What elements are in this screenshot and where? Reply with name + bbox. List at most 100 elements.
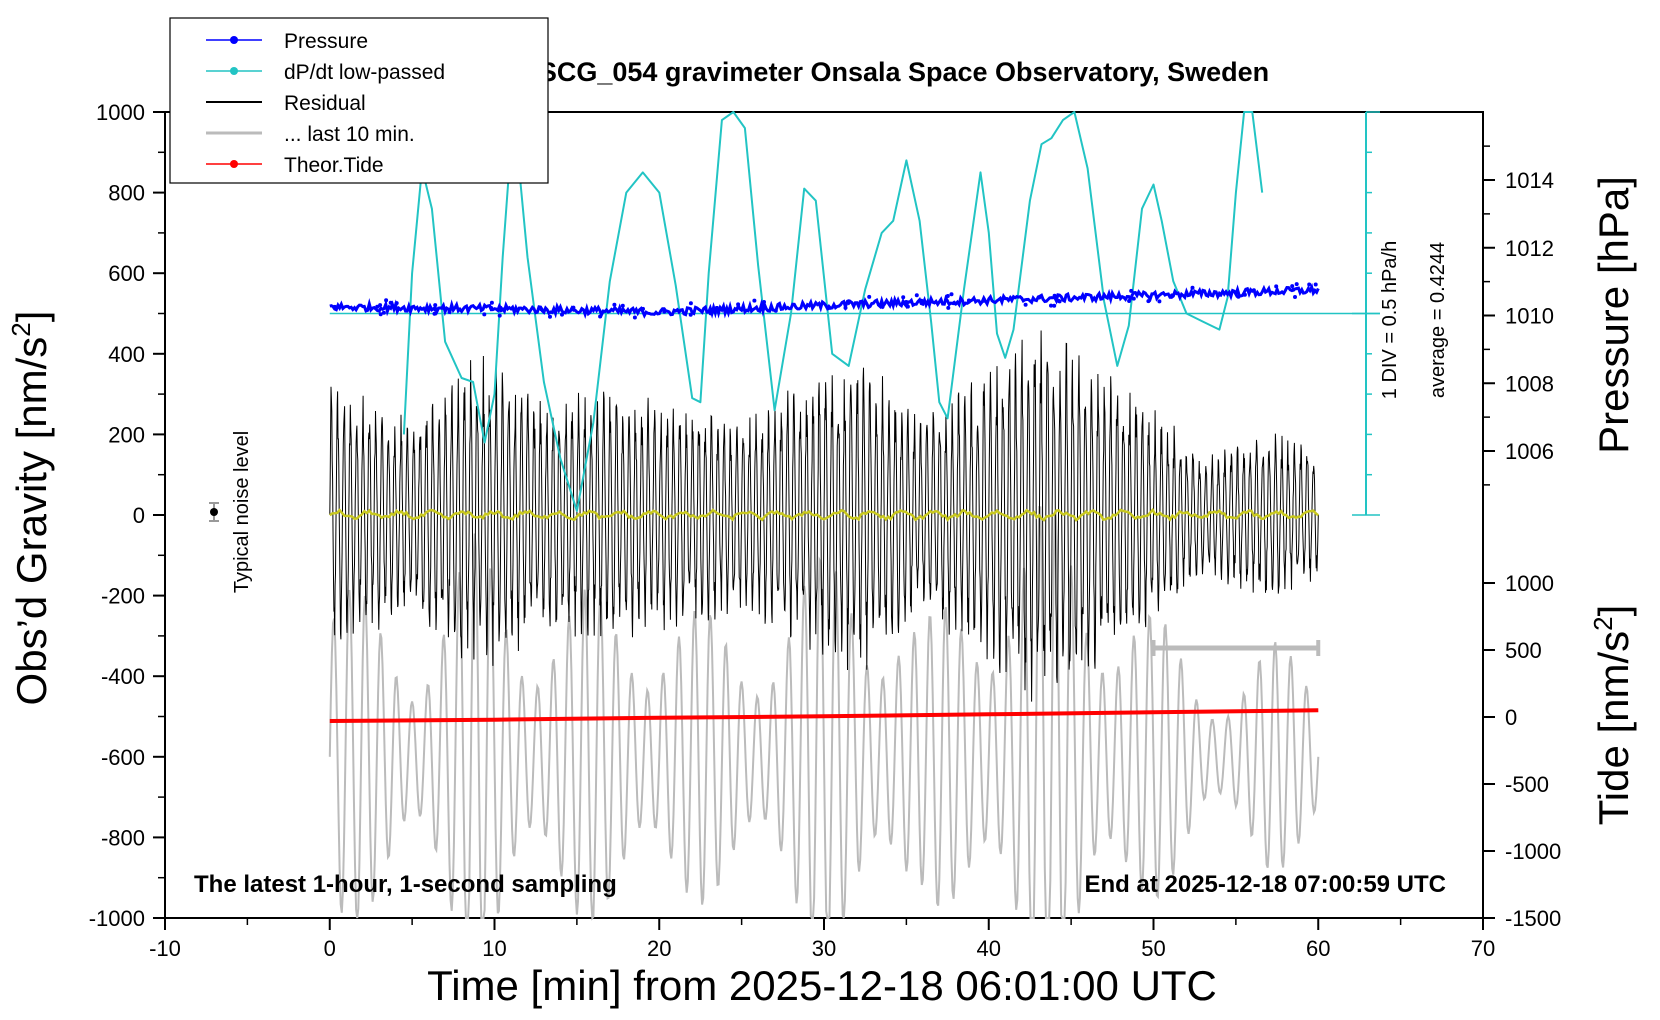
legend-label: ... last 10 min. xyxy=(284,123,415,146)
x-tick-label: 70 xyxy=(1471,936,1495,961)
pressure-tick-label: 1012 xyxy=(1505,236,1554,261)
pressure-point xyxy=(952,301,957,306)
pressure-point xyxy=(752,298,757,303)
legend-item-dpdt: dP/dt low-passed xyxy=(206,61,445,84)
pressure-point xyxy=(945,294,950,298)
y-tick-label: 600 xyxy=(108,261,145,286)
legend-label: Pressure xyxy=(284,30,368,53)
y-tick-label: 400 xyxy=(108,342,145,367)
pressure-point xyxy=(560,312,564,317)
pressure-point xyxy=(1131,296,1136,301)
pressure-point xyxy=(1052,293,1057,298)
pressure-point xyxy=(1307,282,1312,287)
pressure-point xyxy=(736,302,741,307)
chart-title: SCG_054 gravimeter Onsala Space Observat… xyxy=(539,57,1269,87)
y-tick-label: -600 xyxy=(101,745,145,770)
tide-axis-label: Tide [nm/s2] xyxy=(1588,605,1637,826)
pressure-point xyxy=(1129,288,1134,293)
y-axis-ticks: 1000 800 600 400 200 0 -200 -400 -600 -800 -1000 xyxy=(89,100,165,931)
pressure-point xyxy=(843,305,848,310)
legend: Pressure dP/dt low-passed Residual ... l… xyxy=(169,17,549,184)
x-tick-label: 60 xyxy=(1306,936,1330,961)
smoothed-residual-line xyxy=(329,507,1320,522)
pressure-point xyxy=(375,304,380,309)
pressure-point xyxy=(867,294,872,299)
grey-trace-line xyxy=(328,506,1320,921)
pressure-point xyxy=(688,301,693,306)
y-tick-label: -400 xyxy=(101,664,145,689)
pressure-point xyxy=(946,305,951,310)
y-axis-label: Obs’d Gravity [nm/s2] xyxy=(6,311,55,706)
div-scale-label: 1 DIV = 0.5 hPa/h xyxy=(1379,241,1401,399)
tide-tick-label: -500 xyxy=(1505,772,1549,797)
pressure-point xyxy=(919,298,924,303)
pressure-axis-label: Pressure [hPa] xyxy=(1590,176,1637,454)
pressure-axis-ticks: 1014 1012 1010 1008 1006 xyxy=(1483,145,1554,486)
series-layer xyxy=(328,111,1321,921)
pressure-tick-label: 1006 xyxy=(1505,439,1554,464)
pressure-point xyxy=(1052,303,1057,308)
pressure-point xyxy=(612,302,617,307)
pressure-tick-label: 1008 xyxy=(1505,371,1554,396)
pressure-point xyxy=(1023,302,1028,307)
pressure-tick-label: 1010 xyxy=(1505,304,1554,329)
pressure-point xyxy=(332,304,337,309)
legend-item-pressure: Pressure xyxy=(206,30,368,53)
tide-tick-label: 1000 xyxy=(1505,571,1554,596)
pressure-point xyxy=(905,304,910,309)
pressure-point xyxy=(708,311,713,316)
pressure-point xyxy=(378,303,383,308)
pressure-point xyxy=(378,312,383,317)
pressure-point xyxy=(688,312,693,317)
legend-label: Theor.Tide xyxy=(284,154,384,177)
tide-tick-label: -1500 xyxy=(1505,906,1561,931)
pressure-point xyxy=(447,310,452,314)
pressure-point xyxy=(846,299,851,304)
legend-item-residual: Residual xyxy=(206,92,366,115)
pressure-point xyxy=(762,300,766,304)
sampling-note: The latest 1-hour, 1-second sampling xyxy=(194,871,617,898)
pressure-point xyxy=(381,310,386,315)
pressure-point xyxy=(489,300,494,305)
x-tick-label: 30 xyxy=(812,936,836,961)
pressure-point xyxy=(432,311,437,316)
x-axis-label: Time [min] from 2025-12-18 06:01:00 UTC xyxy=(427,962,1217,1009)
pressure-point xyxy=(1146,299,1151,304)
pressure-tick-label: 1014 xyxy=(1505,168,1554,193)
pressure-line xyxy=(329,282,1320,320)
tide-axis-ticks: 1000 500 0 -500 -1000 -1500 xyxy=(1483,571,1561,931)
pressure-point xyxy=(966,298,971,303)
pressure-point xyxy=(662,309,667,314)
pressure-point xyxy=(497,313,502,318)
pressure-point xyxy=(539,307,544,312)
pressure-point xyxy=(1242,292,1247,297)
legend-label: Residual xyxy=(284,92,366,115)
pressure-point xyxy=(1190,285,1195,290)
average-label: average = 0.4244 xyxy=(1427,242,1449,398)
y-tick-label: -1000 xyxy=(89,906,145,931)
pressure-point xyxy=(1291,287,1296,292)
pressure-point xyxy=(1009,296,1014,301)
pressure-point xyxy=(498,308,503,313)
pressure-point xyxy=(571,305,576,310)
y-tick-label: 800 xyxy=(108,181,145,206)
y-tick-label: 200 xyxy=(108,422,145,447)
pressure-point xyxy=(433,303,438,308)
pressure-point xyxy=(482,312,487,317)
pressure-point xyxy=(1313,282,1318,287)
tide-tick-label: 500 xyxy=(1505,638,1542,663)
pressure-point xyxy=(489,305,494,310)
pressure-point xyxy=(1049,303,1053,308)
pressure-point xyxy=(1236,294,1241,299)
x-tick-label: 50 xyxy=(1141,936,1165,961)
y-tick-label: -200 xyxy=(101,584,145,609)
noise-level-marker xyxy=(209,502,219,522)
x-tick-label: 20 xyxy=(647,936,671,961)
pressure-point xyxy=(641,306,645,311)
pressure-point xyxy=(904,300,909,304)
x-tick-label: 0 xyxy=(324,936,336,961)
residual-line xyxy=(329,330,1319,702)
pressure-point xyxy=(1157,299,1162,304)
pressure-point xyxy=(981,298,986,303)
